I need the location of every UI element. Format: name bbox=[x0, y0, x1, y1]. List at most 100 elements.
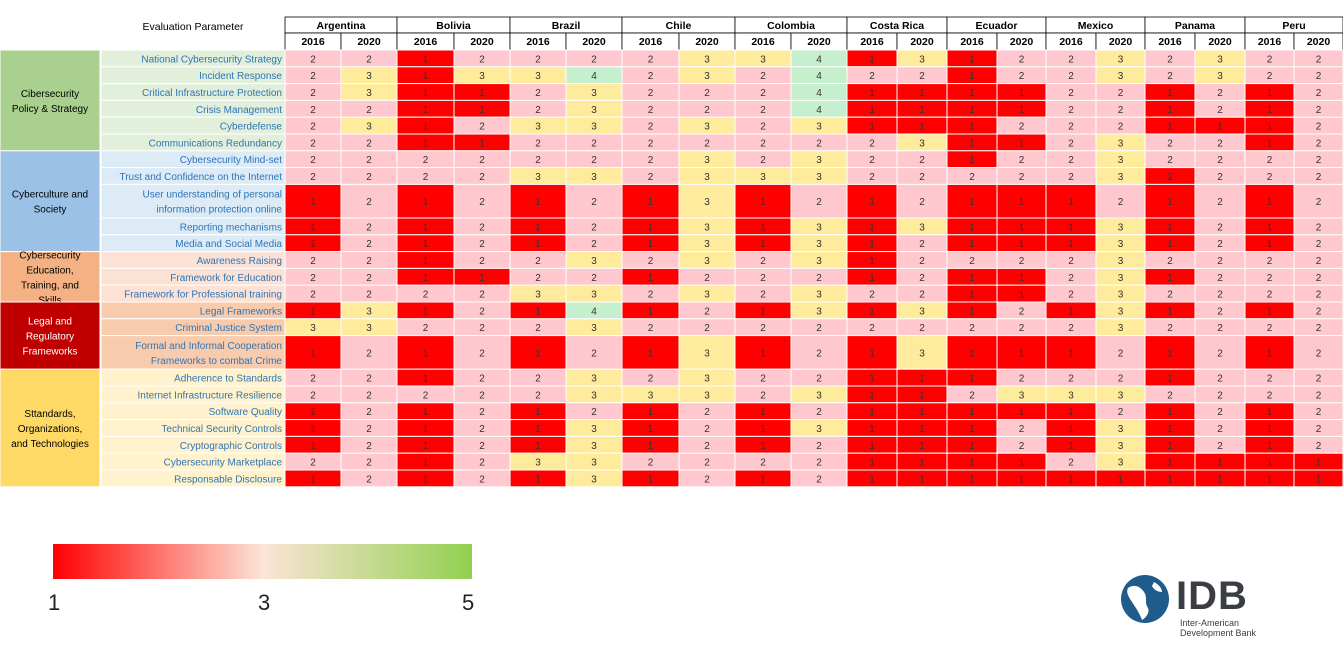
cell-value: 1 bbox=[479, 105, 485, 116]
cell-value: 1 bbox=[1167, 239, 1173, 250]
cell-value: 2 bbox=[1167, 323, 1173, 334]
cell-value: 1 bbox=[969, 458, 975, 469]
group-label: Cibersecurity bbox=[21, 89, 79, 100]
cell-value: 1 bbox=[1068, 474, 1074, 485]
cell-value: 3 bbox=[366, 306, 372, 317]
cell-value: 1 bbox=[1167, 122, 1173, 133]
cell-value: 2 bbox=[1316, 155, 1322, 166]
cell-value: 1 bbox=[1019, 138, 1025, 149]
cell-value: 1 bbox=[869, 88, 875, 99]
cell-value: 2 bbox=[423, 172, 429, 183]
cell-value: 3 bbox=[310, 323, 316, 334]
cell-value: 2 bbox=[1316, 197, 1322, 208]
cell-value: 1 bbox=[969, 105, 975, 116]
cell-value: 2 bbox=[479, 155, 485, 166]
cell-value: 3 bbox=[366, 122, 372, 133]
group-label: Cybersecurity bbox=[19, 250, 80, 261]
cell-value: 1 bbox=[919, 474, 925, 485]
cell-value: 2 bbox=[1217, 323, 1223, 334]
cell-value: 1 bbox=[310, 239, 316, 250]
cell-value: 1 bbox=[869, 374, 875, 385]
heatmap-cell bbox=[734, 183, 792, 219]
cell-value: 1 bbox=[969, 88, 975, 99]
scale-min-label: 1 bbox=[48, 590, 61, 615]
cell-value: 2 bbox=[760, 374, 766, 385]
cell-value: 3 bbox=[816, 172, 822, 183]
cell-value: 2 bbox=[760, 138, 766, 149]
cell-value: 2 bbox=[919, 155, 925, 166]
cell-value: 1 bbox=[1068, 424, 1074, 435]
cell-value: 1 bbox=[1019, 222, 1025, 233]
cell-value: 1 bbox=[760, 197, 766, 208]
cell-value: 1 bbox=[869, 306, 875, 317]
cell-value: 1 bbox=[1167, 458, 1173, 469]
country-header: Chile bbox=[666, 20, 692, 32]
cell-value: 2 bbox=[535, 256, 541, 267]
cell-value: 2 bbox=[1167, 71, 1173, 82]
cell-value: 3 bbox=[704, 71, 710, 82]
cell-value: 2 bbox=[919, 239, 925, 250]
cell-value: 1 bbox=[423, 54, 429, 65]
cell-value: 3 bbox=[919, 138, 925, 149]
cell-value: 1 bbox=[919, 458, 925, 469]
year-header: 2020 bbox=[470, 36, 494, 48]
cell-value: 2 bbox=[919, 172, 925, 183]
country-header: Argentina bbox=[316, 20, 365, 32]
cell-value: 1 bbox=[423, 348, 429, 359]
heatmap-cell bbox=[509, 335, 567, 370]
cell-value: 2 bbox=[366, 407, 372, 418]
cell-value: 3 bbox=[1118, 273, 1124, 284]
cell-value: 2 bbox=[869, 71, 875, 82]
cell-value: 3 bbox=[1217, 54, 1223, 65]
cell-value: 1 bbox=[1217, 122, 1223, 133]
cell-value: 1 bbox=[1267, 222, 1273, 233]
year-header: 2016 bbox=[960, 36, 984, 48]
cell-value: 3 bbox=[1217, 71, 1223, 82]
cell-value: 2 bbox=[704, 441, 710, 452]
cell-value: 1 bbox=[869, 407, 875, 418]
cell-value: 2 bbox=[591, 54, 597, 65]
cell-value: 1 bbox=[869, 348, 875, 359]
cell-value: 2 bbox=[310, 290, 316, 301]
cell-value: 1 bbox=[1167, 273, 1173, 284]
cell-value: 2 bbox=[1217, 290, 1223, 301]
scale-max-label: 5 bbox=[462, 590, 475, 615]
cell-value: 1 bbox=[423, 256, 429, 267]
cell-value: 1 bbox=[1167, 222, 1173, 233]
cell-value: 3 bbox=[919, 222, 925, 233]
heatmap-cell bbox=[846, 183, 898, 219]
year-header: 2020 bbox=[357, 36, 381, 48]
cell-value: 1 bbox=[648, 222, 654, 233]
cell-value: 2 bbox=[479, 323, 485, 334]
cell-value: 3 bbox=[1118, 172, 1124, 183]
cell-value: 2 bbox=[760, 155, 766, 166]
cell-value: 1 bbox=[535, 474, 541, 485]
group-label: Frameworks bbox=[22, 347, 77, 358]
country-header: Bolivia bbox=[436, 20, 471, 32]
group-label: and Technologies bbox=[11, 439, 89, 450]
cell-value: 1 bbox=[1267, 105, 1273, 116]
heatmap-cell bbox=[1293, 335, 1343, 370]
year-header: 2020 bbox=[1208, 36, 1232, 48]
parameter-label: Incident Response bbox=[199, 71, 282, 82]
cell-value: 2 bbox=[1316, 239, 1322, 250]
cell-value: 3 bbox=[591, 172, 597, 183]
brand-name: IDB bbox=[1176, 574, 1248, 618]
cell-value: 1 bbox=[969, 138, 975, 149]
cell-value: 1 bbox=[1267, 239, 1273, 250]
cell-value: 2 bbox=[760, 290, 766, 301]
year-header: 2020 bbox=[1109, 36, 1133, 48]
cell-value: 1 bbox=[423, 407, 429, 418]
cell-value: 2 bbox=[1217, 172, 1223, 183]
cell-value: 2 bbox=[1316, 424, 1322, 435]
heatmap-cell bbox=[284, 183, 342, 219]
cell-value: 1 bbox=[423, 458, 429, 469]
cell-value: 2 bbox=[919, 323, 925, 334]
cell-value: 2 bbox=[760, 273, 766, 284]
cell-value: 2 bbox=[704, 474, 710, 485]
cell-value: 2 bbox=[648, 374, 654, 385]
cell-value: 3 bbox=[704, 222, 710, 233]
cell-value: 4 bbox=[591, 71, 597, 82]
cell-value: 3 bbox=[591, 374, 597, 385]
group-label: Education, bbox=[26, 265, 73, 276]
